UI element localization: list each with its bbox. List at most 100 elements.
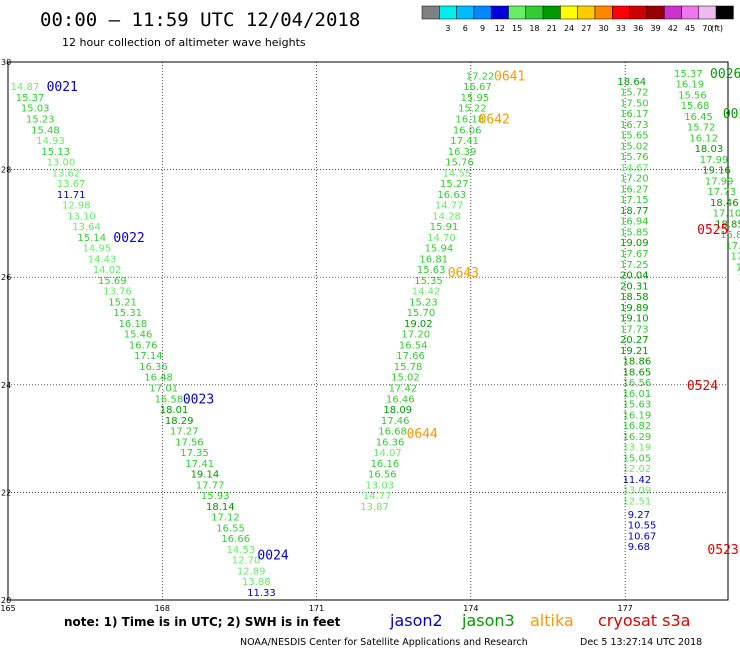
swh-value-point: 16.73 bbox=[620, 120, 649, 131]
swh-value-point: 12.98 bbox=[62, 201, 91, 212]
swh-value-point: 10.55 bbox=[628, 521, 657, 532]
legend-swatch bbox=[629, 5, 648, 20]
swh-value-point: 11.33 bbox=[247, 588, 276, 599]
plot-frame bbox=[7, 61, 729, 601]
legend-swatch bbox=[698, 5, 717, 20]
swh-value-point: 17.41 bbox=[185, 459, 214, 470]
swh-value-point: 15.02 bbox=[391, 373, 420, 384]
swh-value-point: 17.20 bbox=[401, 330, 430, 341]
swh-value-point: 20.31 bbox=[620, 281, 649, 292]
swh-value-point: 15.85 bbox=[620, 227, 649, 238]
y-tick-label: 20 bbox=[1, 596, 11, 605]
swh-value-point: 18.64 bbox=[617, 77, 646, 88]
legend-swatch bbox=[421, 5, 440, 20]
swh-value-point: 15.70 bbox=[407, 308, 436, 319]
swh-value-point: 9.27 bbox=[628, 510, 650, 521]
swh-value-point: 17.10 bbox=[713, 209, 740, 220]
pass-label: 0024 bbox=[257, 548, 288, 563]
swh-value-point: 20.27 bbox=[620, 335, 649, 346]
swh-value-point: 17.12 bbox=[211, 513, 240, 524]
y-tick-label: 22 bbox=[1, 488, 11, 497]
legend-swatch-label: 30 bbox=[599, 24, 609, 33]
x-tick-label: 171 bbox=[309, 604, 324, 613]
swh-value-point: 18.46 bbox=[710, 198, 739, 209]
x-tick-label: 174 bbox=[463, 604, 478, 613]
swh-value-point: 19.21 bbox=[620, 346, 649, 357]
pass-label: 0524 bbox=[687, 379, 718, 394]
color-scale-legend: 3 6 9 12 15 18 21 24 27 30 33 36 39 42 45 70 bbox=[421, 5, 734, 33]
swh-value-point: 16.39 bbox=[448, 147, 477, 158]
pass-label: 0022 bbox=[113, 231, 144, 246]
swh-value-point: 17.24 bbox=[725, 241, 740, 252]
swh-value-point: 16.19 bbox=[623, 410, 652, 421]
legend-swatch bbox=[490, 5, 509, 20]
swh-value-point: 15.76 bbox=[445, 158, 474, 169]
swh-value-point: 15.03 bbox=[21, 104, 50, 115]
swh-value-point: 13.00 bbox=[47, 158, 76, 169]
swh-value-point: 14.70 bbox=[427, 233, 456, 244]
legend-swatch-label: 12 bbox=[495, 24, 505, 33]
swh-value-point: 15.21 bbox=[108, 297, 137, 308]
legend-swatch-label: 39 bbox=[650, 24, 660, 33]
swh-value-point: 16.56 bbox=[368, 470, 397, 481]
swh-value-point: 12.70 bbox=[232, 556, 261, 567]
swh-value-point: 15.94 bbox=[425, 244, 454, 255]
swh-value-point: 17.67 bbox=[620, 249, 649, 260]
swh-value-point: 13.64 bbox=[72, 222, 101, 233]
swh-value-point: 16.63 bbox=[437, 190, 466, 201]
swh-value-point: 19.89 bbox=[620, 303, 649, 314]
swh-value-point: 16.55 bbox=[216, 523, 245, 534]
swh-value-point: 17.50 bbox=[620, 98, 649, 109]
swh-value-point: 13.03 bbox=[365, 480, 394, 491]
legend-swatch bbox=[473, 5, 492, 20]
swh-value-point: 19.10 bbox=[620, 314, 649, 325]
legend-swatch bbox=[456, 5, 475, 20]
satellite-legend-item: jason3 bbox=[461, 611, 515, 630]
swh-value-point: 16.68 bbox=[378, 427, 407, 438]
swh-value-point: 14.77 bbox=[363, 491, 392, 502]
swh-value-point: 14.55 bbox=[443, 168, 472, 179]
swh-value-point: 17.66 bbox=[396, 351, 425, 362]
swh-value-point: 13.10 bbox=[67, 211, 96, 222]
swh-value-point: 14.28 bbox=[432, 211, 461, 222]
pass-label: 0523 bbox=[707, 543, 738, 558]
swh-value-point: 16.18 bbox=[119, 319, 148, 330]
swh-value-point: 16.06 bbox=[453, 125, 482, 136]
legend-swatch bbox=[681, 5, 700, 20]
swh-value-point: 15.91 bbox=[430, 222, 459, 233]
swh-value-point: 16.76 bbox=[129, 340, 158, 351]
pass-label: 0644 bbox=[407, 427, 438, 442]
swh-value-point: 15.93 bbox=[201, 491, 230, 502]
satellite-legend-item: cryosat s3a bbox=[598, 611, 690, 630]
legend-swatch-label: 18 bbox=[529, 24, 539, 33]
swh-value-point: 15.83 bbox=[720, 230, 740, 241]
pass-label: 0027 bbox=[723, 107, 740, 122]
legend-swatch-label: 9 bbox=[480, 24, 485, 33]
swh-value-point: 17.41 bbox=[450, 136, 479, 147]
swh-value-point: 16.36 bbox=[139, 362, 168, 373]
swh-value-point: 16.17 bbox=[620, 109, 649, 120]
swh-value-point: 17.56 bbox=[175, 437, 204, 448]
swh-value-point: 20.04 bbox=[620, 271, 649, 282]
wave-height-points: 14.8715.3715.0315.2315.4814.9315.1313.00… bbox=[11, 69, 740, 599]
swh-value-point: 14.42 bbox=[412, 287, 441, 298]
x-tick-label: 165 bbox=[0, 604, 15, 613]
swh-value-point: 15.63 bbox=[623, 400, 652, 411]
swh-value-point: 18.85 bbox=[715, 219, 740, 230]
legend-swatch-label: 21 bbox=[547, 24, 557, 33]
swh-value-point: 14.95 bbox=[83, 244, 112, 255]
swh-value-point: 18.09 bbox=[383, 405, 412, 416]
swh-value-point: 16.16 bbox=[371, 459, 400, 470]
swh-value-point: 17.27 bbox=[170, 427, 199, 438]
swh-value-point: 17.99 bbox=[705, 176, 734, 187]
swh-value-point: 13.88 bbox=[242, 577, 271, 588]
swh-value-point: 15.68 bbox=[681, 101, 710, 112]
swh-value-point: 13.76 bbox=[103, 287, 132, 298]
swh-value-point: 16.48 bbox=[144, 373, 173, 384]
y-tick-label: 30 bbox=[1, 58, 11, 67]
swh-value-point: 15.72 bbox=[687, 123, 716, 134]
pass-label: 0643 bbox=[448, 266, 479, 281]
legend-swatch-label: 45 bbox=[685, 24, 695, 33]
swh-value-point: 15.22 bbox=[458, 104, 487, 115]
